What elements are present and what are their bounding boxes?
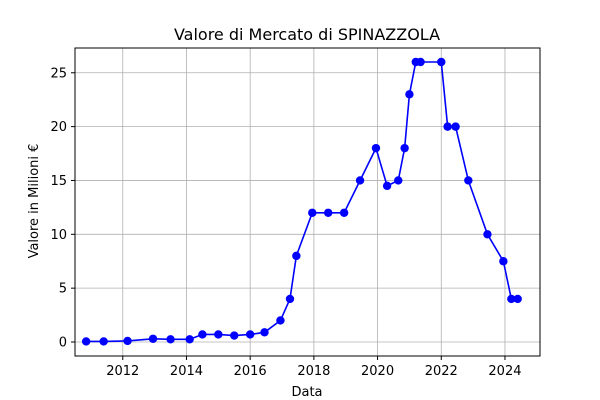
y-tick-label: 5 [59, 282, 67, 297]
data-point [400, 143, 409, 153]
data-point [355, 176, 365, 185]
plot-frame [74, 47, 541, 357]
y-tick-label: 0 [59, 336, 67, 351]
data-point [513, 294, 522, 304]
y-tick-label: 15 [50, 174, 67, 189]
data-point [339, 208, 349, 217]
data-point [245, 330, 255, 339]
x-tick-label: 2016 [234, 364, 267, 379]
x-axis-label: Data [291, 385, 322, 400]
data-point [285, 294, 295, 304]
x-tick-label: 2014 [170, 364, 203, 379]
data-point [185, 335, 194, 344]
chart-title: Valore di Mercato di SPINAZZOLA [174, 25, 440, 44]
data-point [324, 208, 333, 217]
data-point [394, 176, 403, 185]
data-point [499, 257, 508, 266]
x-tick-label: 2022 [425, 364, 458, 379]
data-point [451, 122, 460, 131]
data-point [148, 334, 158, 343]
data-point [371, 143, 381, 153]
axis-ticks: 2012 2014 2016 2018 2020 2022 2024 0 5 10 15 20 25 [50, 66, 521, 379]
data-point [405, 90, 414, 99]
data-point [437, 57, 446, 67]
data-point [166, 335, 175, 344]
data-point [292, 251, 301, 261]
data-point [198, 330, 207, 339]
data-point [483, 230, 492, 239]
x-tick-label: 2020 [361, 364, 394, 379]
y-axis-label: Valore in Milioni € [27, 144, 42, 259]
data-point [230, 331, 239, 340]
y-tick-label: 25 [50, 66, 67, 81]
x-tick-label: 2024 [488, 364, 521, 379]
data-point [214, 330, 223, 339]
data-point [81, 337, 91, 346]
x-tick-label: 2012 [106, 364, 139, 379]
data-point [507, 294, 516, 304]
x-tick-label: 2018 [297, 364, 330, 379]
data-point [99, 337, 108, 346]
data-point [308, 208, 317, 217]
data-point [123, 336, 132, 346]
data-point [443, 122, 452, 131]
data-point [416, 57, 425, 67]
y-tick-label: 20 [50, 120, 67, 135]
data-point [464, 176, 473, 185]
data-point [260, 328, 269, 337]
data-point [276, 316, 285, 325]
data-point [382, 181, 392, 191]
y-tick-label: 10 [50, 228, 67, 243]
series-layer [81, 57, 522, 346]
